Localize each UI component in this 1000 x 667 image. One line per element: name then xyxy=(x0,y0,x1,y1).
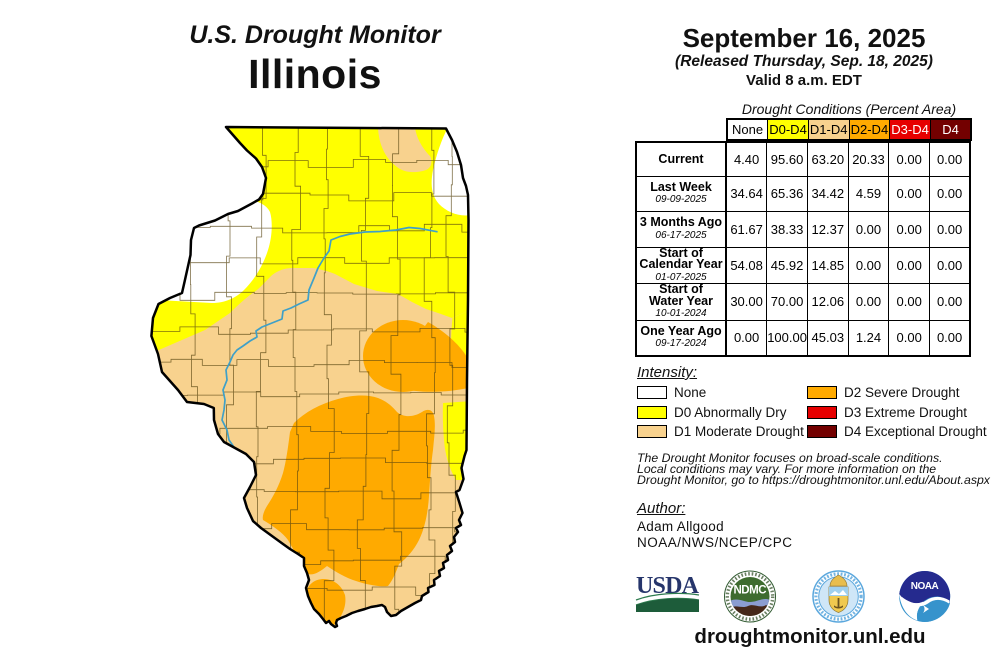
svg-text:NDMC: NDMC xyxy=(734,585,767,597)
svg-text:NOAA: NOAA xyxy=(911,581,939,592)
svg-text:USDA: USDA xyxy=(636,573,700,599)
